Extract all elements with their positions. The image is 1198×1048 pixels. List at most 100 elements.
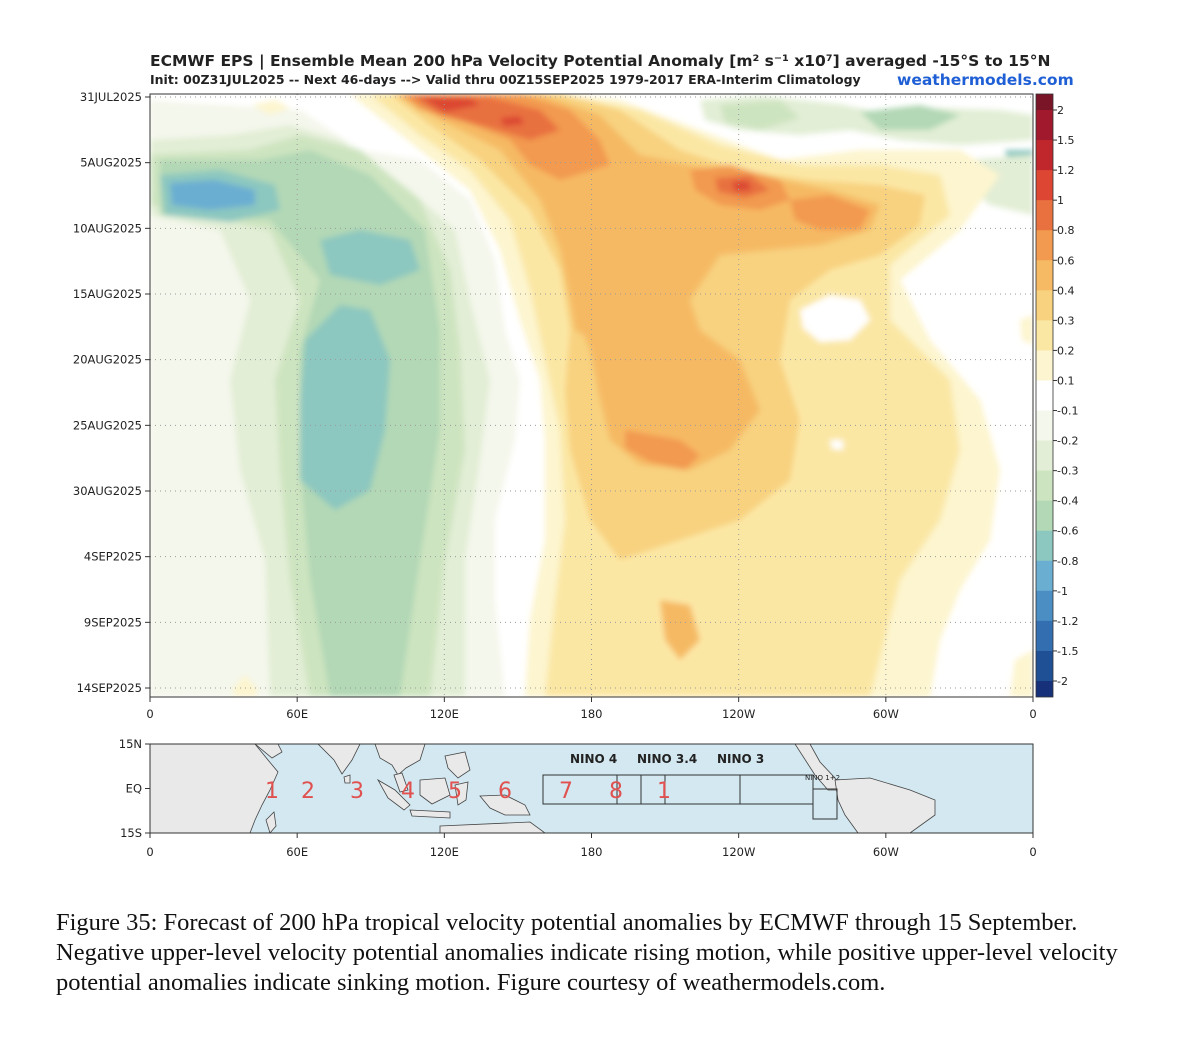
x-axis: 0 60E 120E 180 120W 60W 0: [146, 697, 1037, 721]
x-tick-label: 60E: [286, 707, 308, 721]
colorbar-cell: [1036, 440, 1053, 472]
mjo-phase-label: 2: [301, 779, 315, 804]
nino12-box: [812, 788, 838, 820]
colorbar-cell: [1036, 560, 1053, 592]
colorbar-label: -2: [1057, 675, 1068, 688]
colorbar-cell: [1036, 260, 1053, 291]
colorbar-label: -0.6: [1057, 525, 1078, 538]
land-sumatra: [376, 778, 411, 811]
colorbar-label: 0.3: [1057, 314, 1075, 327]
colorbar-label: 2: [1057, 104, 1064, 117]
colorbar-label: 0.8: [1057, 224, 1075, 237]
land-newguinea: [479, 794, 531, 816]
land-java: [409, 809, 451, 819]
colorbar-label: 1.2: [1057, 164, 1075, 177]
contour-neg-10: [860, 105, 960, 130]
colorbar-cell: [1036, 350, 1053, 381]
colorbar-label: 0.6: [1057, 254, 1075, 267]
colorbar-cell: [1036, 500, 1053, 532]
land-india: [317, 744, 361, 775]
nino4-box: [542, 774, 642, 805]
colorbar-cell: [1036, 590, 1053, 622]
contour-pos-19: [252, 100, 290, 115]
contour-neg-08: [170, 180, 255, 210]
colorbar-cell: [1036, 230, 1053, 261]
colorbar-cell: [1036, 530, 1053, 562]
colorbar-cell: [1036, 650, 1053, 682]
y-axis: 31JUL2025 5AUG2025 10AUG2025 15AUG2025 20AUG…: [73, 90, 150, 695]
map-x-label: 0: [1029, 845, 1036, 859]
map-y-label: EQ: [126, 782, 142, 796]
contour-pos-17: [1010, 650, 1033, 697]
colorbar-cell: [1036, 410, 1053, 442]
contour-neg-06: [300, 305, 390, 510]
colorbar-cell: [1036, 110, 1053, 141]
nino3-label: NINO 3: [717, 752, 764, 766]
mjo-phase-label: 3: [350, 779, 364, 804]
colorbar-label: -0.3: [1057, 465, 1078, 478]
mjo-phase-label: 1: [265, 779, 279, 804]
source-link[interactable]: weathermodels.com: [897, 71, 1074, 89]
colorbar-cell: [1036, 620, 1053, 652]
land-sulawesi: [454, 781, 469, 806]
colorbar-cell: [1036, 94, 1053, 111]
contour-pos-14: [732, 181, 752, 191]
land-indochina: [374, 744, 426, 776]
colorbar-cell: [1036, 380, 1053, 412]
chart-subtitle: Init: 00Z31JUL2025 -- Next 46-days --> V…: [150, 72, 861, 87]
contour-pos-07: [790, 195, 870, 230]
mjo-phase-label: 6: [498, 779, 512, 804]
land-philippines: [444, 751, 471, 779]
figure-caption: Figure 35: Forecast of 200 hPa tropical …: [56, 909, 1118, 996]
contour-pos-08: [625, 430, 700, 470]
colorbar-label: 1.5: [1057, 134, 1075, 147]
y-tick-label: 25AUG2025: [73, 418, 142, 432]
mjo-phase-label: 1: [657, 779, 671, 804]
hovmoller-plot: [150, 94, 1033, 697]
map-x-label: 0: [146, 845, 153, 859]
x-tick-label: 120E: [430, 707, 459, 721]
colorbar-cell: [1036, 681, 1053, 697]
x-tick-label: 0: [1029, 707, 1036, 721]
map-x-label: 180: [581, 845, 603, 859]
y-tick-label: 5AUG2025: [80, 156, 142, 170]
land-arabia: [254, 744, 283, 759]
y-tick-label: 4SEP2025: [84, 550, 142, 564]
colorbar-frame: [1035, 93, 1054, 698]
colorbar-label: 0.1: [1057, 374, 1075, 387]
colorbar-label: -1.5: [1057, 645, 1078, 658]
contour-pos-10: [660, 600, 700, 660]
contour-pos-16: [1020, 315, 1033, 345]
mjo-phase-label: 7: [559, 779, 573, 804]
map-y-label: 15N: [119, 737, 142, 751]
x-tick-label: 120W: [722, 707, 755, 721]
colorbar-cell: [1036, 200, 1053, 231]
land-malay: [393, 772, 409, 793]
y-tick-label: 14SEP2025: [77, 681, 142, 695]
colorbar-label: 0.2: [1057, 344, 1075, 357]
y-tick-label: 9SEP2025: [84, 615, 142, 629]
chart-title: ECMWF EPS | Ensemble Mean 200 hPa Veloci…: [150, 52, 1050, 71]
colorbar-label: -1: [1057, 585, 1068, 598]
y-tick-label: 31JUL2025: [80, 90, 142, 104]
contour-pos-15: [500, 116, 524, 126]
land-srilanka: [343, 774, 351, 784]
map-y-label: 15S: [120, 826, 142, 840]
contour-neg-11: [720, 100, 800, 130]
contour-zero-02: [830, 440, 843, 450]
colorbar-cell: [1036, 140, 1053, 171]
x-tick-label: 180: [581, 707, 603, 721]
mjo-phase-label: 5: [448, 779, 462, 804]
map-x-label: 120E: [430, 845, 459, 859]
map-x-label: 60W: [873, 845, 899, 859]
nino4-label: NINO 4: [570, 752, 617, 766]
nino12-label: NINO 1+2: [805, 774, 840, 782]
y-tick-label: 15AUG2025: [73, 287, 142, 301]
colorbar-label: -0.2: [1057, 435, 1078, 448]
land-borneo: [419, 777, 451, 805]
contour-pos-13: [420, 97, 480, 112]
colorbar-cell: [1036, 470, 1053, 502]
